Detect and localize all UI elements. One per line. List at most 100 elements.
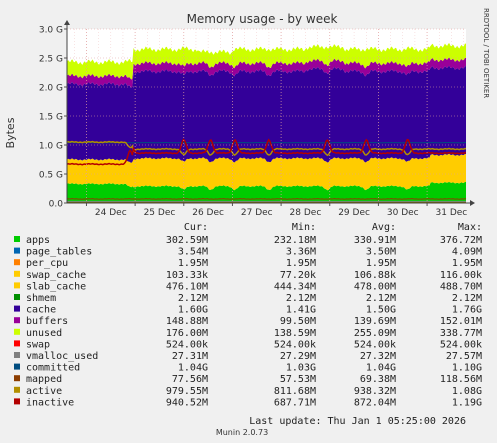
legend-value-min: 232.18M [274,235,316,246]
legend-header: Min: [292,222,316,233]
legend-name: shmem [26,293,56,304]
legend-value-cur: 2.12M [178,293,208,304]
legend-value-cur: 176.00M [166,328,208,339]
legend-value-avg: 2.12M [366,293,396,304]
legend-value-min: 687.71M [274,397,316,408]
legend-value-min: 1.03G [286,363,316,374]
x-tick-label: 26 Dec [192,208,224,218]
legend-swatch [14,398,20,405]
x-axis-arrow [470,200,475,206]
y-tick-label: 1.0 G [39,142,63,152]
legend-swatch [14,328,20,335]
legend-name: unused [26,328,62,339]
legend-value-cur: 524.00k [166,339,208,350]
legend-value-max: 1.10G [452,363,482,374]
legend-value-avg: 1.04G [366,363,396,374]
x-tick-label: 25 Dec [144,208,176,218]
legend-value-max: 27.57M [446,351,482,362]
legend-swatch [14,363,20,370]
area-cache [67,65,466,163]
x-axis: 24 Dec 25 Dec 26 Dec 27 Dec 28 Dec 29 Dec 30 D… [67,200,475,218]
legend-swatch [14,259,20,266]
legend-value-max: 338.77M [440,328,482,339]
legend-swatch [14,352,20,358]
legend-name: active [26,386,62,397]
rrdtool-watermark: RRDTOOL / TOBI OETIKER [482,8,490,98]
y-axis: 0.0 0.5 G 1.0 G 1.5 G 2.0 G 2.5 G 3.0 G [39,20,70,210]
legend-name: mapped [26,374,62,385]
legend-name: vmalloc_used [26,351,98,362]
legend-value-cur: 103.33k [166,270,208,281]
legend-swatch [14,294,20,300]
legend-value-cur: 940.52M [166,397,208,408]
legend-value-avg: 330.91M [354,235,396,246]
legend-swatch [14,317,20,324]
plot-area [66,28,466,204]
legend-value-max: 1.08G [452,386,482,397]
y-axis-label: Bytes [4,117,17,148]
legend-value-avg: 478.00M [354,281,396,292]
legend-swatch [14,386,20,393]
line-mapped [66,198,466,200]
legend-value-max: 376.72M [440,235,482,246]
legend-name: swap_cache [26,270,86,281]
legend-value-min: 1.95M [286,258,316,269]
legend-swatch [14,247,20,254]
legend-header: Cur: [184,222,208,233]
legend-value-min: 811.68M [274,386,316,397]
y-tick-label: 2.0 G [39,84,63,94]
legend-value-cur: 1.04G [178,363,208,374]
x-tick-label: 27 Dec [241,208,273,218]
x-tick-label: 29 Dec [338,208,370,218]
legend-value-cur: 302.59M [166,235,208,246]
legend-value-max: 118.56M [440,374,482,385]
legend-value-max: 2.12M [452,293,482,304]
legend-swatch [14,375,20,382]
legend: Cur: Min: Avg: Max: apps 302.59M 232.18M 330.91… [14,222,482,408]
legend-value-cur: 77.56M [172,374,208,385]
legend-name: per_cpu [26,258,68,269]
y-tick-label: 0.0 [49,200,64,210]
legend-value-max: 1.19G [452,397,482,408]
legend-value-min: 57.53M [280,374,316,385]
y-tick-label: 0.5 G [39,171,63,181]
legend-value-min: 524.00k [274,339,316,350]
legend-value-min: 77.20k [280,270,316,281]
legend-value-min: 444.34M [274,281,316,292]
x-tick-label: 31 Dec [436,208,468,218]
legend-name: apps [26,235,50,246]
y-tick-label: 3.0 G [39,26,63,36]
legend-value-avg: 872.04M [354,397,396,408]
y-axis-arrow [64,20,70,25]
legend-value-avg: 3.50M [366,247,396,258]
legend-name: committed [26,363,80,374]
legend-value-cur: 979.55M [166,386,208,397]
legend-value-min: 27.29M [280,351,316,362]
legend-value-avg: 69.38M [360,374,396,385]
legend-value-min: 3.36M [286,247,316,258]
legend-name: cache [26,305,56,316]
legend-value-avg: 524.00k [354,339,396,350]
area-unused [67,43,466,80]
legend-value-avg: 255.09M [354,328,396,339]
legend-swatch [14,282,20,289]
legend-value-avg: 139.69M [354,316,396,327]
legend-value-min: 138.59M [274,328,316,339]
legend-swatch [14,340,20,347]
legend-value-avg: 1.50G [366,305,396,316]
legend-name: buffers [26,316,68,327]
x-tick-label: 30 Dec [387,208,419,218]
legend-swatch [14,305,20,312]
legend-value-max: 4.09M [452,247,482,258]
area-apps [67,181,466,203]
legend-value-cur: 476.10M [166,281,208,292]
legend-value-max: 116.00k [440,270,482,281]
legend-value-cur: 3.54M [178,247,208,258]
legend-name: page_tables [26,247,92,258]
legend-value-min: 99.50M [280,316,316,327]
area-slab [67,153,466,191]
legend-value-cur: 1.95M [178,258,208,269]
legend-swatch [14,236,20,242]
